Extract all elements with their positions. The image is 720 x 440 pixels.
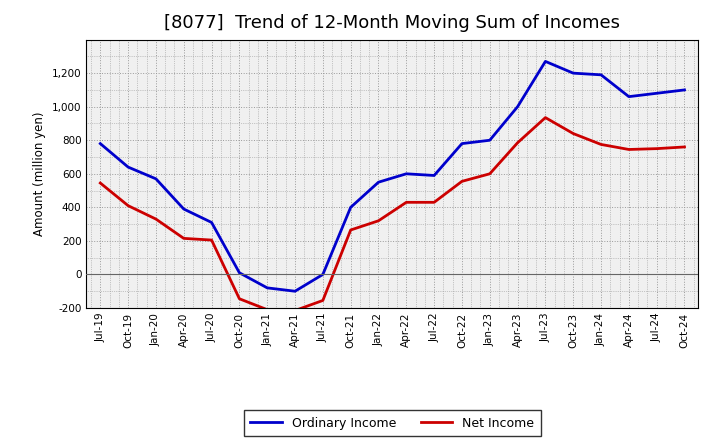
Ordinary Income: [569, 70, 577, 76]
Net Income: [374, 218, 383, 224]
Ordinary Income: [513, 104, 522, 109]
Net Income: [207, 238, 216, 243]
Ordinary Income: [124, 165, 132, 170]
Net Income: [458, 179, 467, 184]
Ordinary Income: [318, 272, 327, 277]
Ordinary Income: [624, 94, 633, 99]
Y-axis label: Amount (million yen): Amount (million yen): [33, 112, 46, 236]
Ordinary Income: [152, 176, 161, 181]
Net Income: [263, 307, 271, 312]
Net Income: [485, 171, 494, 176]
Title: [8077]  Trend of 12-Month Moving Sum of Incomes: [8077] Trend of 12-Month Moving Sum of I…: [164, 15, 621, 33]
Ordinary Income: [235, 270, 243, 275]
Ordinary Income: [652, 91, 661, 96]
Ordinary Income: [179, 206, 188, 212]
Net Income: [680, 144, 689, 150]
Net Income: [346, 227, 355, 233]
Net Income: [652, 146, 661, 151]
Net Income: [124, 203, 132, 208]
Ordinary Income: [291, 289, 300, 294]
Net Income: [291, 308, 300, 313]
Net Income: [402, 200, 410, 205]
Net Income: [318, 298, 327, 303]
Ordinary Income: [485, 138, 494, 143]
Net Income: [235, 296, 243, 301]
Ordinary Income: [458, 141, 467, 146]
Net Income: [179, 236, 188, 241]
Net Income: [96, 180, 104, 186]
Net Income: [569, 131, 577, 136]
Line: Net Income: Net Income: [100, 117, 685, 311]
Net Income: [597, 142, 606, 147]
Line: Ordinary Income: Ordinary Income: [100, 62, 685, 291]
Legend: Ordinary Income, Net Income: Ordinary Income, Net Income: [244, 411, 541, 436]
Net Income: [513, 140, 522, 145]
Net Income: [541, 115, 550, 120]
Ordinary Income: [96, 141, 104, 146]
Ordinary Income: [374, 180, 383, 185]
Ordinary Income: [207, 220, 216, 225]
Ordinary Income: [597, 72, 606, 77]
Net Income: [430, 200, 438, 205]
Ordinary Income: [263, 285, 271, 290]
Ordinary Income: [402, 171, 410, 176]
Ordinary Income: [541, 59, 550, 64]
Ordinary Income: [430, 173, 438, 178]
Net Income: [624, 147, 633, 152]
Net Income: [152, 216, 161, 222]
Ordinary Income: [680, 87, 689, 92]
Ordinary Income: [346, 205, 355, 210]
